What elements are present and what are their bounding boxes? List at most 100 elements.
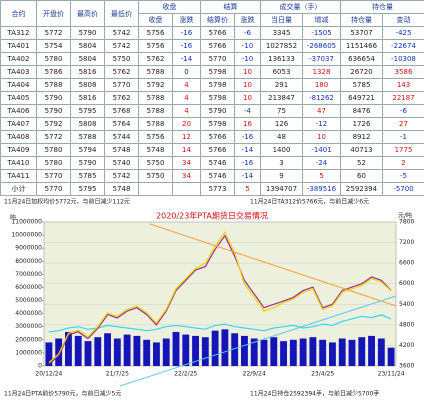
table-cell: 143 — [382, 78, 424, 92]
header-cell: 变动 — [382, 13, 424, 27]
table-cell: 5766 — [200, 143, 235, 157]
bar — [65, 331, 72, 366]
table-cell: 40713 — [340, 143, 383, 157]
table-cell: 5785 — [340, 78, 383, 92]
bar — [368, 335, 375, 366]
bar — [319, 339, 327, 366]
table-cell: 5786 — [36, 65, 71, 79]
bar — [231, 333, 239, 366]
header-cell: 成交量（手） — [260, 0, 341, 14]
table-cell: 20 — [172, 117, 201, 131]
table-cell: 5770 — [36, 169, 71, 183]
table-cell: 0 — [172, 65, 201, 79]
note: 11月24日持仓2592394手，与前日减少5700手 — [250, 390, 379, 398]
table-cell: 小计 — [0, 182, 37, 196]
table-cell: 10 — [302, 130, 341, 144]
table-cell: -81262 — [302, 91, 341, 105]
table-cell: 5790 — [70, 156, 105, 170]
bar — [260, 339, 268, 366]
table-cell: 5790 — [36, 91, 71, 105]
table-cell: 8476 — [340, 104, 383, 118]
table-cell: -6 — [382, 104, 424, 118]
table-cell: 5795 — [70, 182, 105, 196]
note: 11月24日PTA前价5790元，与前日减少5元 — [4, 390, 121, 398]
table-cell: 5762 — [104, 91, 139, 105]
table-cell: 10 — [234, 91, 261, 105]
table-cell: 5788 — [36, 78, 71, 92]
header-cell: 结算 — [200, 0, 261, 14]
table-cell: 5772 — [36, 130, 71, 144]
trend-line — [119, 295, 397, 387]
table-cell: -5700 — [382, 182, 424, 196]
table-row: TA407 5792 5808 5764 5788 20 5798 16 126 -12 1726 2… — [0, 117, 424, 131]
table-cell: 26720 — [340, 65, 383, 79]
table-cell: 5788 — [138, 104, 173, 118]
table-cell: 1151466 — [340, 39, 383, 53]
table-cell: 5754 — [36, 39, 71, 53]
table-cell: 5792 — [138, 78, 173, 92]
y-tick-label: 4000000 — [15, 310, 42, 317]
table-cell: 291 — [260, 78, 303, 92]
table-row: TA411 5770 5785 5742 5750 34 5746 -14 9 5 60 -5 — [0, 169, 424, 183]
table-cell: -268605 — [302, 39, 341, 53]
header-cell: 涨跌 — [172, 13, 201, 27]
y2-tick-label: 6600 — [399, 260, 414, 267]
table-cell: 5766 — [200, 39, 235, 53]
table-body: TA312 5772 5790 5742 5756 -16 5766 -6 3345 -1505 5… — [0, 26, 424, 196]
table-cell: 53707 — [340, 26, 383, 40]
table-cell: 4 — [172, 104, 201, 118]
table-cell: 5816 — [70, 65, 105, 79]
trend-line — [149, 223, 397, 307]
line-series — [48, 234, 392, 365]
table-cell: 1726 — [340, 117, 383, 131]
table-cell: 136133 — [260, 52, 303, 66]
header-cell: 合约 — [0, 0, 37, 27]
header-cell: 最高价 — [70, 0, 105, 27]
bar — [211, 330, 219, 366]
bar — [172, 331, 180, 366]
y-tick-label: 6000000 — [15, 284, 42, 291]
table-cell: -10 — [234, 39, 261, 53]
table-cell: 5773 — [200, 182, 235, 196]
line-series — [48, 231, 392, 364]
table-cell: 8912 — [340, 130, 383, 144]
y-tick-label: 11000000 — [11, 219, 42, 226]
bar — [280, 341, 287, 366]
y2-tick-label: 4800 — [399, 321, 414, 328]
y2-tick-label: 5400 — [399, 301, 414, 308]
x-tick-label: 20/12/24 — [35, 371, 62, 378]
table-cell: 34 — [172, 156, 201, 170]
table-cell: -37037 — [302, 52, 341, 66]
table-cell: 34 — [172, 169, 201, 183]
table-cell: 180 — [302, 78, 341, 92]
bar — [201, 337, 209, 366]
table-cell: 1027852 — [260, 39, 303, 53]
table-header: 合约 开盘价 最高价 最低价 收盘 结算 成交量（手） 持仓量 收盘 涨跌 结算价 涨跌 当日量 增减 持仓… — [0, 0, 424, 27]
table-cell: 5780 — [36, 52, 71, 66]
table-cell: 5790 — [200, 104, 235, 118]
table-cell: 1394707 — [260, 182, 303, 196]
table-cell: 5766 — [200, 130, 235, 144]
bar — [153, 342, 160, 366]
table-cell: TA410 — [0, 156, 37, 170]
bar — [348, 339, 356, 366]
table-row: TA410 5780 5790 5740 5750 34 5746 -16 3 -24 52 2 — [0, 156, 424, 170]
table-cell: 10 — [234, 78, 261, 92]
bar — [270, 337, 278, 366]
table-cell: -5 — [382, 169, 424, 183]
table-cell: 636654 — [340, 52, 383, 66]
table-cell: 5764 — [104, 117, 139, 131]
y2-tick-label: 6000 — [399, 280, 414, 287]
y2-tick-label: 7800 — [399, 219, 414, 226]
header-cell: 开盘价 — [36, 0, 71, 27]
table-cell: 5748 — [138, 143, 173, 157]
table-row: TA409 5780 5794 5748 5748 14 5766 -14 1400 -1401 4… — [0, 143, 424, 157]
y2-tick-label: 7200 — [399, 239, 414, 246]
bar — [377, 338, 385, 366]
table-cell: 5756 — [138, 39, 173, 53]
table-cell: 5785 — [70, 169, 105, 183]
table-cell: -24 — [302, 156, 341, 170]
table-cell: 5742 — [104, 169, 139, 183]
bar — [74, 335, 82, 366]
table-cell: 5 — [234, 182, 261, 196]
